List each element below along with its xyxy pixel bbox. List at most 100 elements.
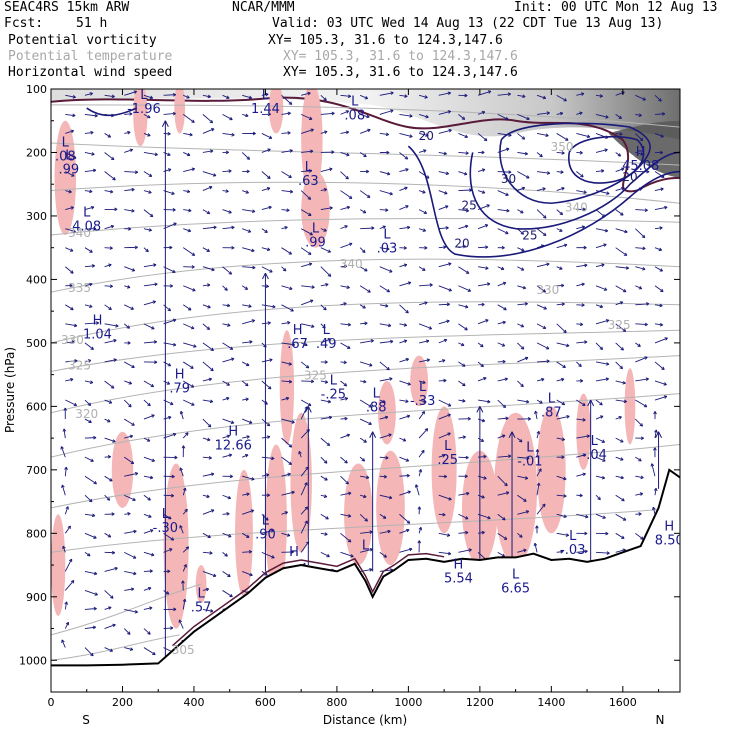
wind-arrow — [497, 532, 508, 540]
wind-arrow — [497, 399, 506, 408]
wind-arrow-head — [386, 247, 390, 251]
wind-arrow — [65, 228, 76, 233]
wind-arrow-head — [70, 129, 75, 134]
wind-arrow-head — [486, 204, 490, 208]
wind-arrow — [183, 285, 196, 292]
wind-arrow-head — [110, 224, 115, 229]
wind-arrow-head — [304, 506, 309, 510]
wind-arrow — [222, 513, 230, 515]
wind-arrow — [242, 418, 253, 424]
wind-arrow-head — [526, 175, 530, 179]
wind-arrow — [654, 323, 663, 326]
wind-arrow — [124, 418, 135, 426]
wind-arrow-head — [538, 468, 542, 472]
pv-positive-region — [301, 89, 323, 197]
pv-positive-region — [163, 463, 189, 629]
wind-arrow — [497, 551, 505, 557]
wind-arrow — [458, 549, 472, 553]
wind-arrow — [438, 205, 449, 211]
wind-arrow-head — [210, 347, 214, 351]
forecast-hours: 51 h — [76, 16, 108, 31]
wind-arrow-head — [132, 555, 137, 559]
wind-arrow — [379, 171, 391, 175]
wind-arrow — [438, 92, 451, 96]
wind-arrow-head — [546, 111, 550, 115]
wind-arrow — [202, 323, 210, 330]
wind-arrow-head — [266, 435, 271, 439]
wind-arrow-head — [390, 109, 394, 113]
wind-arrow — [340, 94, 351, 97]
x-axis-label: Distance (km) — [323, 713, 407, 727]
wind-arrow — [242, 247, 255, 252]
wind-arrow-head — [618, 416, 622, 420]
pv-extremum-value: 45.08 — [622, 159, 659, 174]
wind-arrow-head — [388, 433, 392, 437]
wind-arrow — [595, 361, 610, 365]
wind-arrow-head — [645, 377, 649, 382]
wind-arrow — [202, 532, 211, 538]
wind-arrow-head — [288, 362, 292, 366]
pv-low-marker: L — [312, 221, 320, 236]
wind-arrow-head — [126, 325, 130, 329]
wind-arrow — [635, 133, 644, 142]
wind-arrow-head — [172, 318, 177, 323]
wind-arrow-head — [387, 529, 391, 534]
wind-arrow — [477, 377, 487, 382]
wind-arrow — [124, 435, 133, 439]
wind-arrow — [242, 190, 249, 194]
wind-arrow-head — [386, 171, 391, 176]
wind-arrow — [595, 243, 607, 249]
wind-arrow-head — [653, 411, 657, 415]
wind-arrow — [517, 152, 528, 155]
stratosphere-shading — [51, 89, 680, 140]
wind-arrow-head — [369, 530, 373, 534]
wind-arrow — [399, 358, 409, 363]
wind-arrow — [419, 340, 430, 344]
pv-extremum-value: .99 — [59, 162, 80, 177]
wind-arrow — [202, 247, 210, 252]
wind-arrow-head — [212, 173, 217, 177]
wind-arrow — [478, 399, 491, 403]
wind-arrow — [477, 111, 485, 115]
wind-arrow-head — [93, 571, 98, 576]
wind-arrow-head — [172, 111, 176, 116]
wind-arrow-head — [226, 396, 230, 401]
wind-arrow — [576, 226, 585, 230]
wind-arrow — [300, 406, 308, 420]
wind-arrow-head — [597, 496, 601, 501]
wind-arrow — [576, 171, 584, 178]
wind-arrow-head — [365, 169, 370, 174]
wind-arrow-head — [349, 242, 353, 247]
wind-arrow-head — [521, 186, 526, 191]
wind-arrow — [202, 570, 217, 577]
pv-extremum-value: 1.04 — [83, 327, 112, 342]
wind-arrow — [123, 628, 131, 635]
wind-arrow — [595, 94, 603, 97]
wind-arrow — [478, 266, 489, 269]
wind-arrow — [536, 152, 543, 158]
wind-arrow — [654, 188, 664, 191]
wind-arrow-head — [169, 284, 174, 288]
wind-arrow — [143, 300, 156, 306]
theta-contour — [51, 142, 680, 166]
wind-arrow — [261, 304, 276, 308]
wind-arrow — [360, 361, 373, 367]
wind-arrow — [340, 225, 348, 230]
wind-arrow — [340, 456, 348, 464]
wind-arrow — [615, 152, 621, 157]
wind-arrow-head — [367, 128, 371, 133]
wind-arrow — [104, 304, 112, 310]
wind-arrow-head — [326, 442, 331, 446]
wind-arrow — [301, 323, 315, 328]
wind-arrow — [84, 475, 97, 485]
wind-arrow-head — [324, 532, 328, 536]
theta-contour — [51, 583, 202, 636]
wind-arrow-head — [508, 133, 512, 137]
x-tick-label: 600 — [255, 696, 276, 709]
wind-arrow-head — [207, 94, 211, 99]
wind-arrow-head — [246, 156, 251, 160]
wind-arrow-head — [226, 512, 230, 516]
wind-arrow-head — [91, 152, 95, 156]
wind-arrow-head — [421, 410, 425, 415]
wind-arrow-head — [642, 97, 646, 101]
